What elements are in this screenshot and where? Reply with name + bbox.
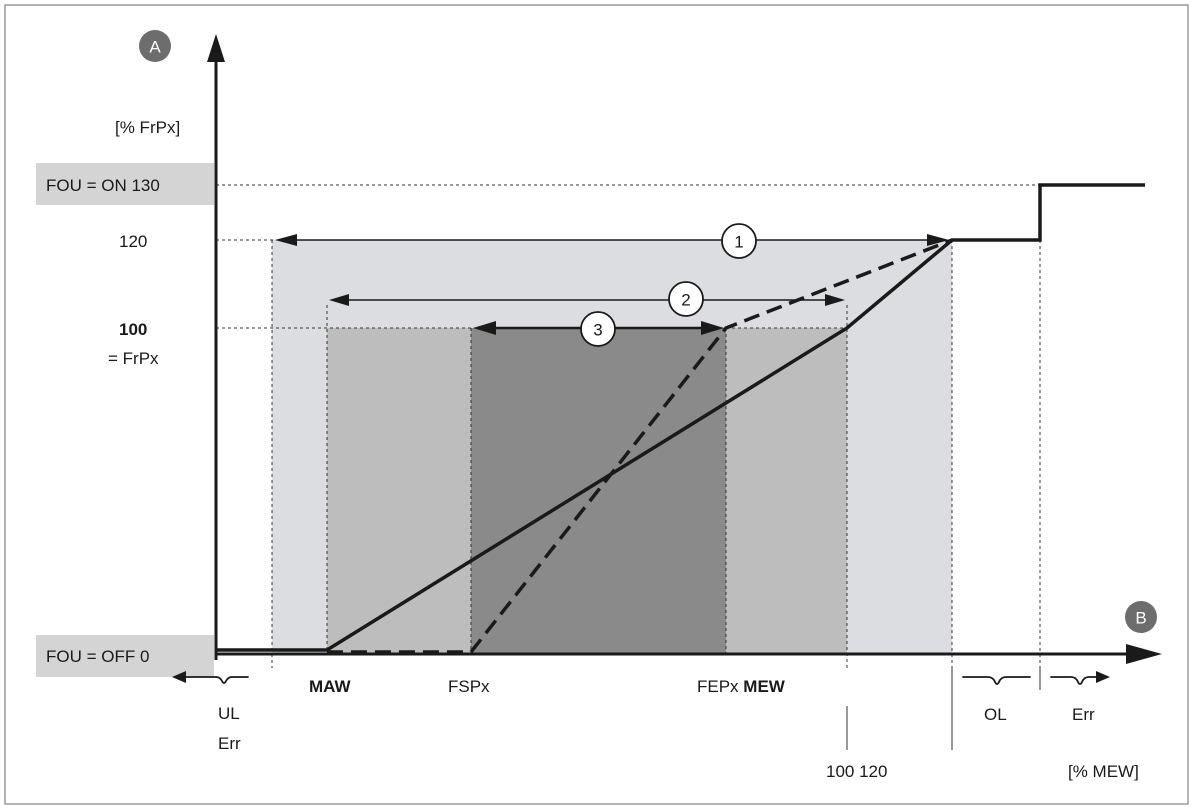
y-label-fou-on: FOU = ON 130 (46, 176, 160, 195)
span-arrow-2 (329, 294, 845, 306)
err-range-mark (1050, 671, 1110, 685)
y-axis (207, 34, 225, 660)
range-marks (172, 671, 1110, 685)
badge-x-axis: B (1125, 601, 1157, 633)
callout-2: 2 (668, 281, 704, 317)
y-label-100: 100 (119, 320, 147, 339)
ol-range-mark (962, 676, 1031, 685)
span-arrow-1 (275, 234, 949, 246)
callout-1: 1 (721, 223, 757, 259)
characteristic-curve-dashed (327, 238, 953, 654)
y-label-frpx: = FrPx (108, 349, 159, 368)
vertical-guides (271, 240, 1041, 668)
callout-1-label: 1 (734, 233, 743, 252)
y-label-120: 120 (119, 232, 147, 251)
y-unit-label: [% FrPx] (115, 118, 180, 137)
axis-separators (846, 668, 1041, 750)
x-label-mew: MEW (743, 677, 786, 696)
x-label-fspx: FSPx (448, 677, 490, 696)
badge-y-axis-label: A (149, 38, 161, 57)
x-label-fepx-mew: FEPx MEW (697, 677, 786, 696)
region-label-ol: OL (984, 705, 1007, 724)
region-label-ul: UL (218, 704, 240, 723)
y-label-fou-off: FOU = OFF 0 (46, 647, 149, 666)
ul-range-mark (172, 671, 249, 684)
callout-3: 3 (580, 311, 616, 347)
x-label-100-120: 100 120 (826, 762, 887, 781)
badge-y-axis: A (139, 30, 171, 62)
callout-3-label: 3 (593, 321, 602, 340)
badge-x-axis-label: B (1135, 609, 1146, 628)
x-label-maw: MAW (309, 677, 352, 696)
fou-on-label-box (36, 163, 214, 205)
region-label-ul-err: Err (218, 734, 241, 753)
region-label-err: Err (1072, 705, 1095, 724)
callout-2-label: 2 (681, 291, 690, 310)
fou-off-label-box (36, 635, 214, 677)
x-label-fepx: FEPx (697, 677, 739, 696)
x-unit-label: [% MEW] (1068, 762, 1139, 781)
x-axis (216, 644, 1162, 664)
